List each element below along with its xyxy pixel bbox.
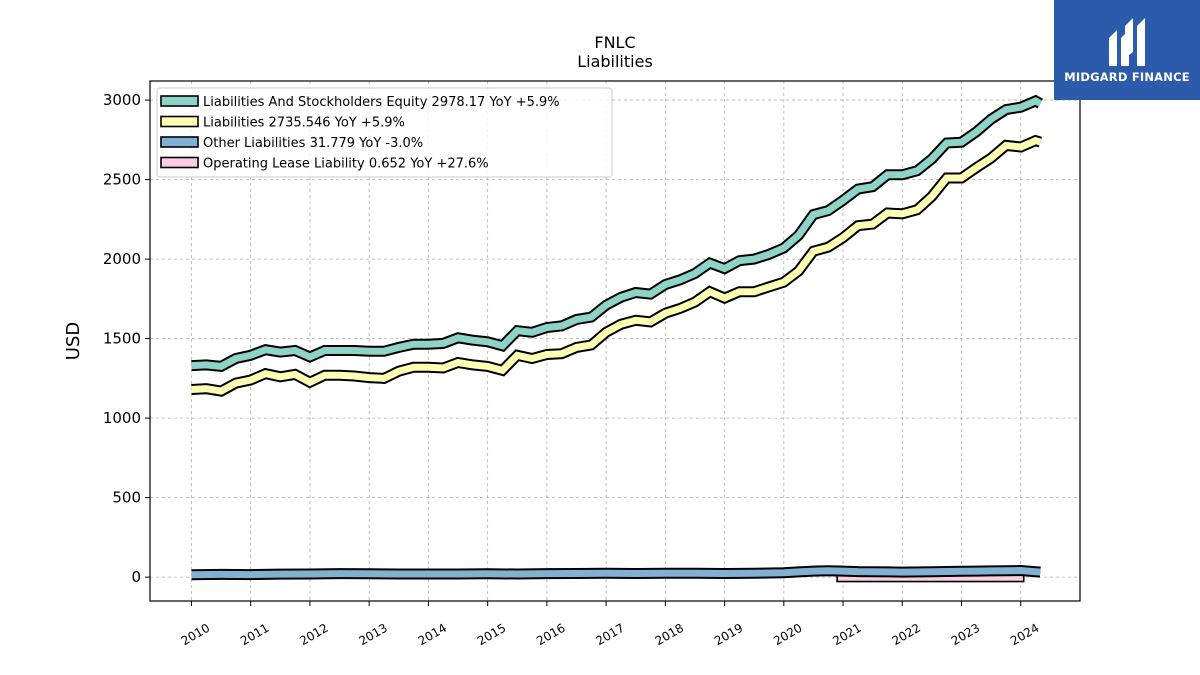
x-tick-label: 2017: [593, 621, 626, 648]
legend-label: Liabilities And Stockholders Equity 2978…: [203, 95, 560, 110]
series-line: [191, 566, 1041, 579]
x-tick-label: 2016: [534, 621, 567, 648]
x-tick-label: 2010: [179, 621, 212, 648]
y-tick-label: 3000: [103, 91, 141, 109]
series-line: [191, 136, 1042, 395]
brand-logo: MIDGARD FINANCE: [1054, 0, 1200, 100]
legend-box: [156, 87, 613, 178]
legend-label: Operating Lease Liability 0.652 YoY +27.…: [203, 157, 489, 172]
logo-mark-icon: [1109, 18, 1145, 66]
legend-label: Liabilities 2735.546 YoY +5.9%: [203, 116, 405, 131]
y-tick-label: 500: [112, 489, 141, 507]
plot-frame: [149, 80, 1081, 602]
x-tick-label: 2023: [949, 621, 982, 648]
x-tick-label: 2015: [475, 621, 508, 648]
y-tick-label: 1500: [103, 330, 141, 348]
legend-swatch: [160, 156, 199, 169]
x-tick-label: 2019: [712, 621, 745, 648]
y-tick-label: 1000: [103, 409, 141, 427]
x-tick-label: 2024: [1008, 621, 1041, 648]
x-tick-label: 2021: [830, 621, 863, 648]
x-tick-label: 2018: [653, 621, 686, 648]
legend-swatch: [160, 95, 199, 107]
x-tick-label: 2011: [238, 621, 271, 648]
x-tick-label: 2022: [890, 621, 923, 648]
x-tick-label: 2020: [771, 621, 804, 648]
series-line: [191, 96, 1043, 370]
legend-swatch: [160, 115, 199, 128]
y-tick-label: 2000: [103, 250, 141, 268]
series-lines: [191, 94, 1044, 583]
legend: Liabilities And Stockholders Equity 2978…: [156, 87, 613, 178]
chart-subtitle: Liabilities: [577, 52, 653, 71]
x-tick-label: 2014: [416, 621, 449, 648]
chart-title: FNLC: [594, 33, 635, 52]
y-tick-label: 2500: [103, 171, 141, 189]
x-tick-label: 2013: [356, 621, 389, 648]
logo-text: MIDGARD FINANCE: [1064, 70, 1190, 84]
legend-swatch: [160, 136, 199, 148]
x-tick-label: 2012: [297, 621, 330, 648]
legend-label: Other Liabilities 31.779 YoY -3.0%: [203, 136, 423, 151]
y-tick-label: 0: [131, 568, 141, 586]
y-axis-label: USD: [63, 322, 84, 360]
